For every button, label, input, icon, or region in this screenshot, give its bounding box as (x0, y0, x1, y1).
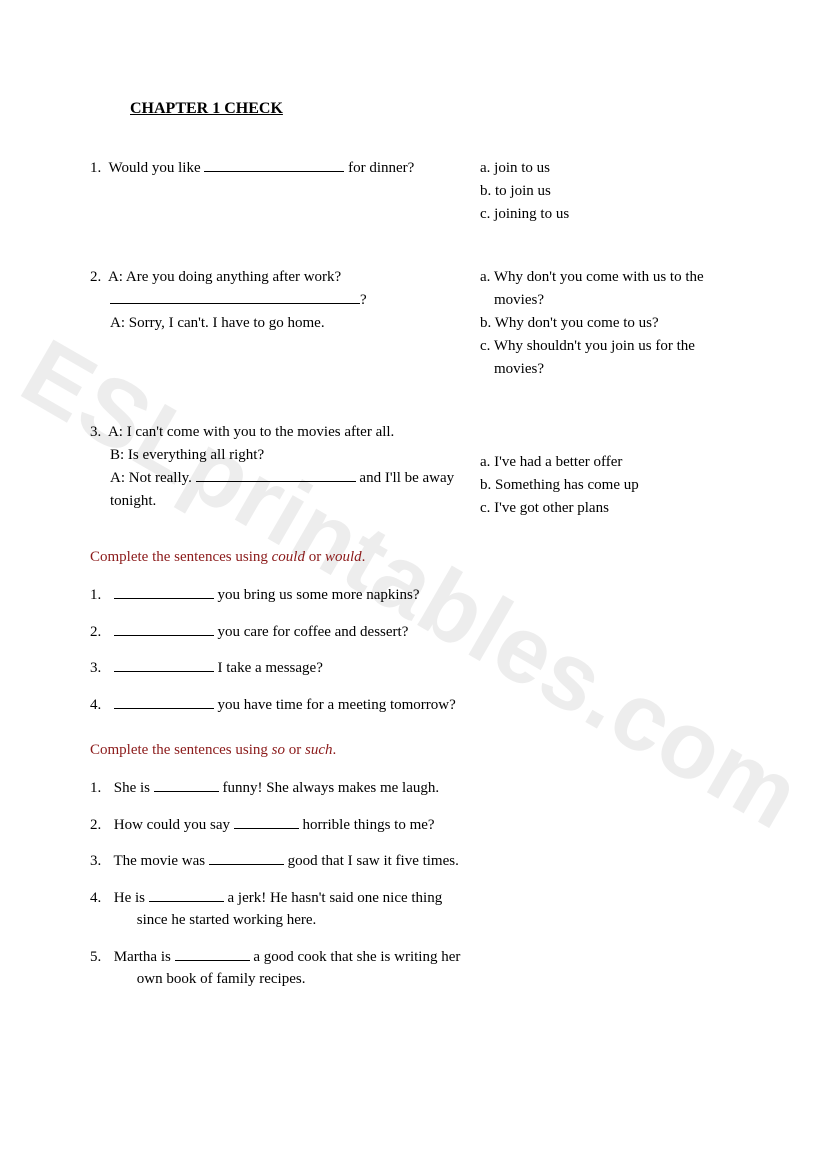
q2-opt-a2: movies? (480, 290, 751, 311)
q2-opt-a1: a. Why don't you come with us to the (480, 267, 751, 288)
section2-heading: Complete the sentences using could or wo… (90, 549, 751, 566)
q3-num: 3. (90, 424, 101, 440)
q3-line4: tonight. (90, 491, 460, 512)
sec3-1-pre: She is (114, 780, 154, 796)
q3-line3-pre: A: Not really. (110, 470, 196, 486)
sec2-item-4: 4. you have time for a meeting tomorrow? (90, 694, 751, 717)
q3-opt-c: c. I've got other plans (480, 498, 751, 519)
q1-blank[interactable] (204, 159, 344, 173)
sec2-4-blank[interactable] (114, 695, 214, 709)
sec3-4-num: 4. (90, 887, 110, 910)
sec2-1-blank[interactable] (114, 586, 214, 600)
sec3-2-blank[interactable] (234, 815, 299, 829)
q3-line2: B: Is everything all right? (90, 445, 460, 466)
q1-opt-a: a. join to us (480, 158, 751, 179)
sec3-3-blank[interactable] (209, 852, 284, 866)
sec3-3-num: 3. (90, 850, 110, 873)
sec3-1-num: 1. (90, 777, 110, 800)
q2-line3: A: Sorry, I can't. I have to go home. (90, 313, 460, 334)
sec3-5-num: 5. (90, 946, 110, 969)
q2-blank[interactable] (110, 291, 360, 305)
sec2-3-text: I take a message? (214, 660, 323, 676)
sec3-i1: so (272, 742, 285, 758)
sec3-2-after: horrible things to me? (299, 817, 435, 833)
sec2-3-num: 3. (90, 657, 110, 680)
sec3-item-2: 2. How could you say horrible things to … (90, 814, 751, 837)
sec3-post: . (332, 742, 336, 758)
sec3-1-after: funny! She always makes me laugh. (219, 780, 439, 796)
sec2-1-text: you bring us some more napkins? (214, 587, 420, 603)
q2-opt-b: b. Why don't you come to us? (480, 313, 751, 334)
sec3-5-pre: Martha is (114, 949, 175, 965)
mc-question-1: 1. Would you like for dinner? a. join to… (90, 158, 751, 227)
mc-question-2: 2. A: Are you doing anything after work?… (90, 267, 751, 382)
q3-opt-a: a. I've had a better offer (480, 452, 751, 473)
q1-text-pre: Would you like (108, 160, 204, 176)
q3-opt-b: b. Something has come up (480, 475, 751, 496)
worksheet-page: CHAPTER 1 CHECK 1. Would you like for di… (0, 0, 821, 1045)
q1-text-post: for dinner? (344, 160, 414, 176)
sec2-4-text: you have time for a meeting tomorrow? (214, 697, 456, 713)
sec3-4-blank[interactable] (149, 888, 224, 902)
q2-line1: A: Are you doing anything after work? (108, 269, 341, 285)
sec3-i2: such (305, 742, 333, 758)
sec2-i1: could (272, 549, 305, 565)
mc-question-3: 3. A: I can't come with you to the movie… (90, 422, 751, 521)
sec2-pre: Complete the sentences using (90, 549, 272, 565)
sec3-item-3: 3. The movie was good that I saw it five… (90, 850, 751, 873)
sec3-item-1: 1. She is funny! She always makes me lau… (90, 777, 751, 800)
sec3-4-pre: He is (114, 890, 149, 906)
q3-line1: A: I can't come with you to the movies a… (108, 424, 394, 440)
sec2-1-num: 1. (90, 584, 110, 607)
sec2-mid: or (305, 549, 325, 565)
sec3-2-num: 2. (90, 814, 110, 837)
q2-opt-c1: c. Why shouldn't you join us for the (480, 336, 751, 357)
section3-heading: Complete the sentences using so or such. (90, 742, 751, 759)
q1-opt-c: c. joining to us (480, 204, 751, 225)
sec2-post: . (362, 549, 366, 565)
sec3-1-blank[interactable] (154, 779, 219, 793)
sec2-item-2: 2. you care for coffee and dessert? (90, 621, 751, 644)
page-title: CHAPTER 1 CHECK (130, 100, 751, 118)
q1-opt-b: b. to join us (480, 181, 751, 202)
sec3-item-5: 5. Martha is a good cook that she is wri… (90, 946, 751, 991)
sec2-item-1: 1. you bring us some more napkins? (90, 584, 751, 607)
sec2-3-blank[interactable] (114, 659, 214, 673)
sec3-3-after: good that I saw it five times. (284, 853, 459, 869)
q3-blank[interactable] (196, 469, 356, 483)
q2-line2-qmark: ? (360, 292, 367, 308)
sec3-item-4: 4. He is a jerk! He hasn't said one nice… (90, 887, 751, 932)
sec3-2-pre: How could you say (114, 817, 234, 833)
q1-num: 1. (90, 160, 101, 176)
sec3-pre: Complete the sentences using (90, 742, 272, 758)
sec2-item-3: 3. I take a message? (90, 657, 751, 680)
q3-line3-post: and I'll be away (356, 470, 455, 486)
q2-opt-c2: movies? (480, 359, 751, 380)
sec3-5-blank[interactable] (175, 947, 250, 961)
sec2-2-num: 2. (90, 621, 110, 644)
sec2-2-text: you care for coffee and dessert? (214, 624, 409, 640)
q2-num: 2. (90, 269, 101, 285)
sec2-i2: would (325, 549, 362, 565)
sec3-mid: or (285, 742, 305, 758)
sec3-3-pre: The movie was (113, 853, 208, 869)
sec2-2-blank[interactable] (114, 622, 214, 636)
sec2-4-num: 4. (90, 694, 110, 717)
